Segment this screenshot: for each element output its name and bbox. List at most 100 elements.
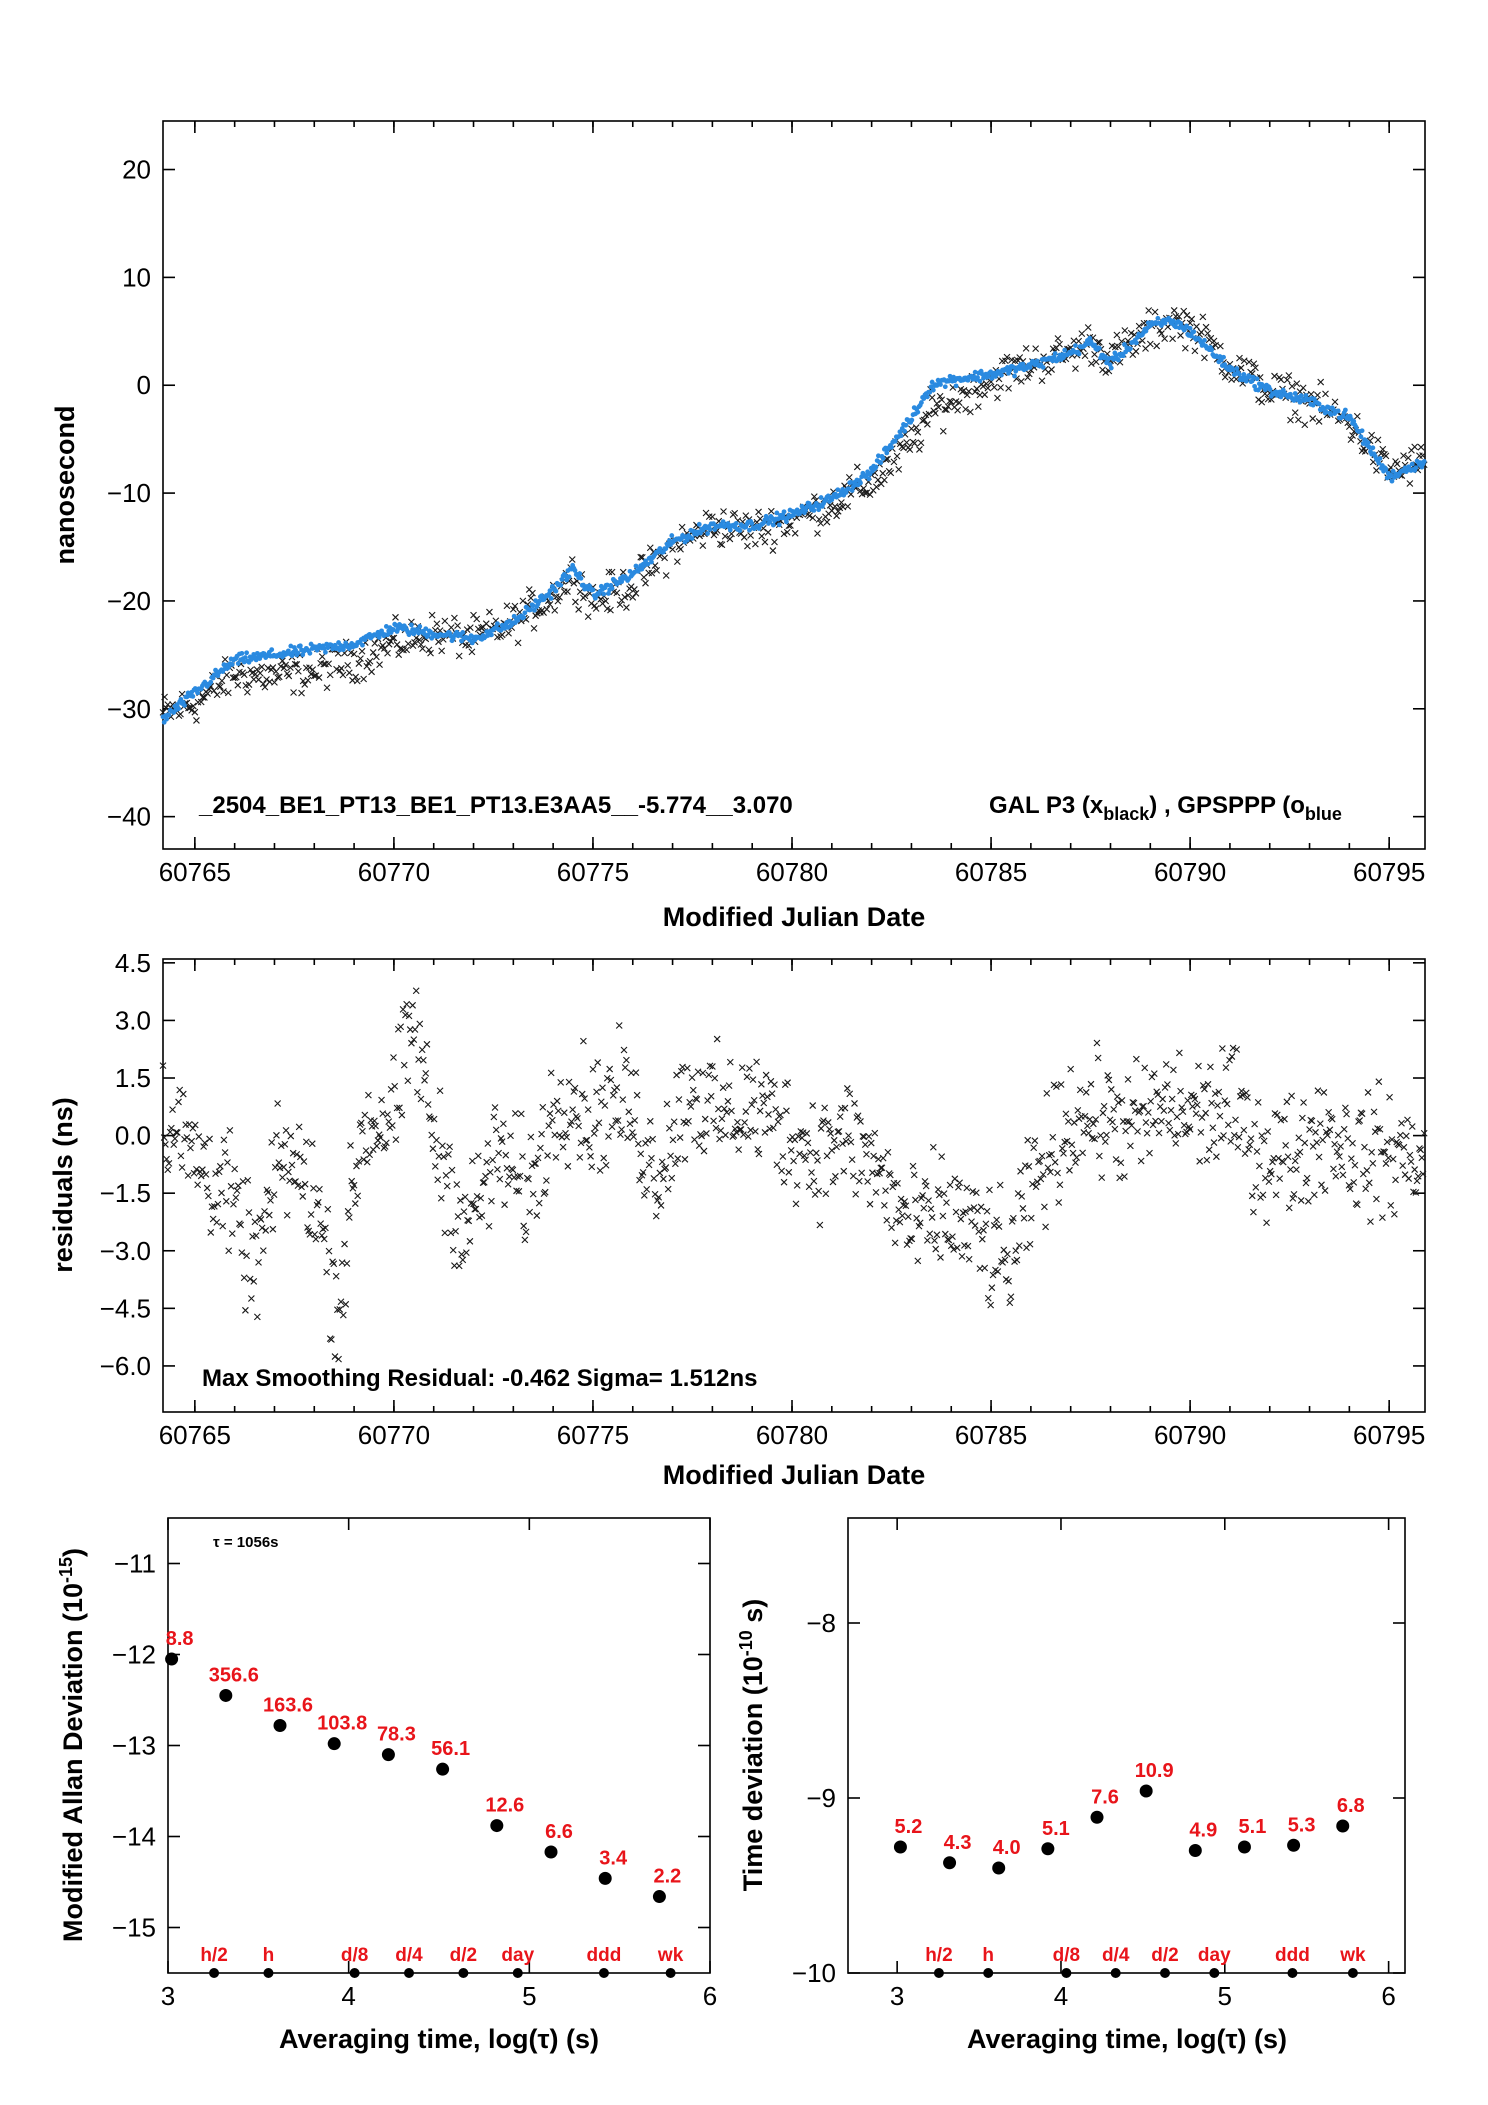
data-point	[1417, 443, 1425, 451]
data-point	[941, 1230, 949, 1238]
data-point	[385, 632, 390, 638]
series-residuals	[159, 987, 1428, 1363]
data-point	[865, 1133, 873, 1140]
data-point	[392, 613, 399, 621]
deviation-point	[327, 1737, 341, 1751]
data-point	[933, 1231, 941, 1239]
data-point	[559, 1143, 567, 1151]
data-point	[1169, 335, 1176, 343]
data-point	[528, 607, 534, 613]
data-point	[293, 1150, 301, 1158]
point-label: 78.3	[377, 1724, 416, 1746]
data-point	[300, 1158, 308, 1165]
data-point	[1303, 1174, 1311, 1182]
data-point	[669, 533, 675, 538]
time-mark-dot	[1347, 1968, 1358, 1978]
data-point	[1339, 1171, 1347, 1179]
data-point	[1331, 1140, 1339, 1148]
data-point	[944, 403, 952, 410]
data-point	[505, 629, 512, 637]
data-point	[312, 1235, 320, 1243]
data-point	[646, 1117, 654, 1125]
data-point	[718, 541, 726, 549]
data-point	[616, 601, 624, 609]
data-point	[658, 1158, 666, 1166]
data-point	[848, 1156, 856, 1163]
data-point	[882, 1187, 889, 1194]
x-tick-label: 60790	[1154, 857, 1226, 887]
data-point	[572, 1112, 580, 1120]
data-point	[1325, 1108, 1333, 1116]
data-point	[244, 650, 250, 656]
data-point	[504, 1180, 512, 1188]
deviation-point	[1041, 1842, 1055, 1856]
data-point	[1100, 1102, 1108, 1110]
data-point	[1315, 1153, 1323, 1161]
data-point	[392, 1136, 400, 1143]
data-point	[343, 640, 349, 646]
data-point	[560, 588, 568, 596]
x-tick-label: 4	[341, 1981, 355, 2011]
deviation-point	[1287, 1838, 1301, 1852]
data-point	[521, 1236, 529, 1244]
data-point	[790, 1157, 797, 1165]
data-point	[649, 1135, 657, 1143]
data-point	[585, 1143, 593, 1151]
data-point	[345, 1214, 353, 1221]
data-point	[1054, 335, 1062, 342]
data-point	[873, 1170, 881, 1178]
time-mark-dot	[983, 1968, 994, 1978]
data-point	[1118, 1096, 1126, 1104]
deviation-point	[165, 1652, 179, 1666]
data-point	[1012, 1247, 1020, 1254]
data-point	[755, 508, 762, 516]
data-point	[1202, 337, 1207, 343]
data-point	[1353, 412, 1361, 420]
data-point	[264, 1189, 272, 1196]
data-point	[548, 596, 554, 601]
data-point	[700, 1147, 708, 1155]
data-point	[802, 1156, 809, 1164]
x-axis-label: Modified Julian Date	[663, 902, 926, 932]
data-point	[1147, 1097, 1155, 1105]
data-point	[963, 391, 971, 399]
data-point	[619, 568, 627, 576]
data-point	[636, 1176, 643, 1184]
data-point	[771, 1081, 778, 1089]
data-point	[1068, 1141, 1076, 1149]
data-point	[515, 1187, 523, 1195]
data-point	[722, 1131, 729, 1139]
data-point	[823, 1152, 831, 1160]
data-point	[725, 521, 731, 526]
data-point	[734, 1118, 741, 1126]
data-point	[1209, 347, 1215, 353]
data-point	[767, 507, 775, 515]
data-point	[516, 1172, 524, 1180]
data-point	[1382, 452, 1390, 460]
data-point	[427, 649, 434, 657]
data-point	[310, 672, 318, 680]
data-point	[552, 1153, 560, 1161]
tdev-points: 5.24.3 4.05.17.610.94.9 5.1 5.36.8h/2 h d/8 d/…	[893, 1760, 1366, 1978]
y-tick-label: −3.0	[100, 1236, 151, 1266]
data-point	[256, 669, 264, 677]
data-point	[891, 1239, 899, 1247]
data-point	[1298, 1114, 1306, 1122]
data-point	[239, 650, 245, 656]
data-point	[1113, 1093, 1121, 1101]
data-point	[975, 1228, 983, 1235]
data-point	[678, 523, 686, 531]
data-point	[669, 1136, 677, 1144]
data-point	[321, 645, 327, 651]
data-point	[1383, 1138, 1391, 1146]
data-point	[247, 1295, 255, 1302]
data-point	[1333, 1148, 1341, 1156]
data-point	[466, 624, 474, 632]
x-tick-label: 60785	[955, 1420, 1027, 1450]
data-point	[910, 1171, 918, 1179]
data-point	[844, 502, 852, 510]
data-point	[189, 702, 197, 710]
data-point	[263, 676, 270, 683]
data-point	[1013, 1256, 1021, 1264]
data-point	[227, 1182, 235, 1190]
